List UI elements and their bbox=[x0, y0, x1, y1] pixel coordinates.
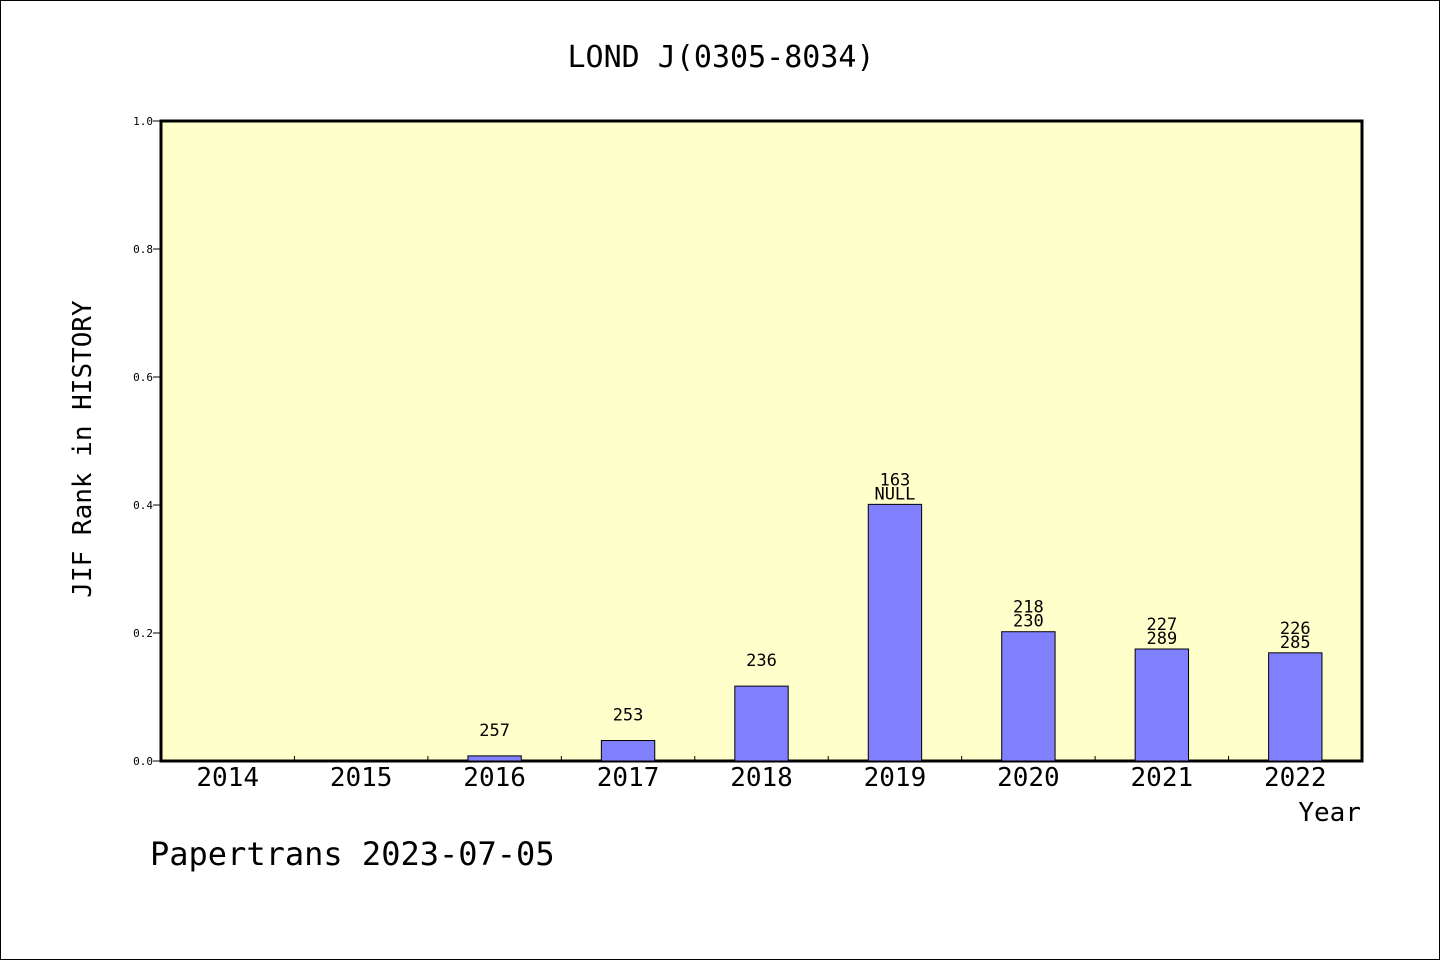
x-tick-label: 2015 bbox=[330, 763, 393, 793]
y-tick-label: 1.0 bbox=[133, 115, 153, 128]
x-tick-label: 2016 bbox=[463, 763, 526, 793]
bar-data-label: 253 bbox=[613, 706, 644, 726]
x-tick-label: 2017 bbox=[597, 763, 660, 793]
x-axis-ticks: 2014 2015 2016 2017 2018 2019 2020 2021 2022 bbox=[196, 756, 1327, 793]
x-axis-label: Year bbox=[1298, 798, 1361, 828]
y-axis-ticks: 0.0 0.2 0.4 0.6 0.8 1.0 bbox=[133, 115, 161, 768]
bar-data-label: 236 bbox=[746, 651, 777, 671]
bar-data-label: 230 bbox=[1013, 612, 1044, 632]
bar bbox=[467, 755, 522, 762]
chart-title: LOND J(0305-8034) bbox=[567, 40, 874, 75]
bar-data-label: 163 bbox=[880, 470, 911, 490]
y-tick-label: 0.6 bbox=[133, 371, 153, 384]
y-tick-label: 0.8 bbox=[133, 243, 153, 256]
footer-text: Papertrans 2023-07-05 bbox=[150, 835, 555, 873]
y-tick-label: 0.0 bbox=[133, 755, 153, 768]
bar-data-label: 289 bbox=[1146, 629, 1177, 649]
x-tick-label: 2022 bbox=[1264, 763, 1327, 793]
bar-data-label: NULL bbox=[874, 484, 915, 504]
x-tick-label: 2018 bbox=[730, 763, 793, 793]
bar bbox=[1134, 648, 1190, 762]
bar-data-label: 285 bbox=[1280, 633, 1311, 653]
x-tick-label: 2020 bbox=[997, 763, 1060, 793]
bar-data-label: 218 bbox=[1013, 598, 1044, 618]
y-tick-label: 0.2 bbox=[133, 627, 153, 640]
x-tick-label: 2019 bbox=[864, 763, 927, 793]
bar bbox=[1001, 631, 1056, 762]
bar-data-label: 257 bbox=[479, 721, 510, 741]
y-axis-label: JIF Rank in HISTORY bbox=[68, 300, 98, 598]
bar bbox=[1268, 652, 1323, 762]
bar-data-label: 226 bbox=[1280, 619, 1311, 639]
bar bbox=[600, 740, 656, 762]
bar bbox=[867, 503, 923, 762]
x-tick-label: 2014 bbox=[196, 763, 259, 793]
x-tick-label: 2021 bbox=[1131, 763, 1194, 793]
y-tick-label: 0.4 bbox=[133, 499, 153, 512]
bar-data-label: 227 bbox=[1146, 615, 1177, 635]
bar bbox=[734, 685, 789, 762]
